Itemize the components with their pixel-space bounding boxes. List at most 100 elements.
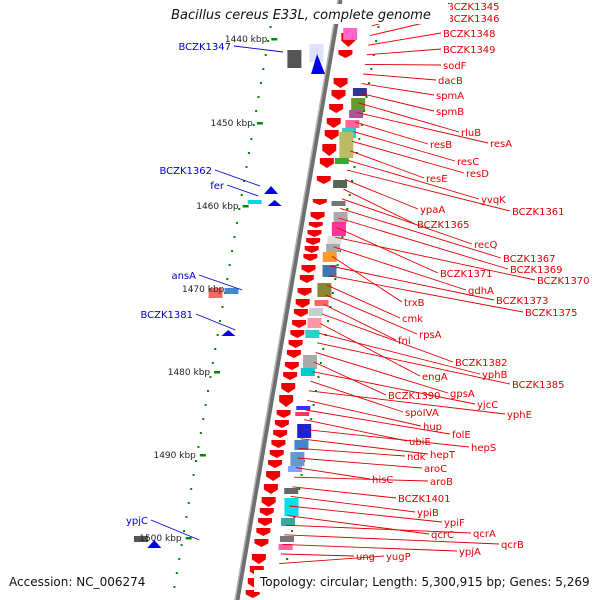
reverse-gene-arrow (304, 246, 319, 253)
reverse-gene-arrow (295, 299, 310, 308)
minor-tick (216, 334, 219, 336)
minor-tick (175, 572, 178, 574)
gene-label: BCZK1349 (443, 45, 496, 56)
reverse-gene-arrow (324, 130, 339, 140)
leader-line (302, 428, 470, 448)
gene-label: qcrC (431, 530, 454, 541)
gene-label: fni (398, 336, 411, 347)
feature-block (281, 518, 296, 526)
reverse-gene-arrow (290, 330, 305, 338)
genome-backbone (234, 0, 343, 600)
leader-line (364, 63, 442, 66)
gene-label: BCZK1346 (447, 14, 500, 25)
scale-ticks (173, 12, 382, 588)
reverse-gene-arrow (338, 50, 353, 58)
leader-line (279, 555, 385, 565)
minor-tick (204, 404, 207, 406)
leader-line (366, 48, 442, 56)
reverse-gene-arrow (288, 340, 303, 348)
reverse-gene-arrow (301, 265, 316, 273)
gene-label: fer (210, 181, 225, 192)
minor-tick (219, 320, 222, 322)
feature-block (305, 330, 320, 338)
feature-block (333, 180, 348, 188)
leader-line (353, 131, 456, 162)
feature-block (351, 98, 366, 110)
reverse-gene-arrow (273, 430, 288, 438)
gene-label: recQ (474, 240, 498, 251)
leader-line (150, 519, 200, 541)
leader-line (321, 313, 454, 363)
label-leader-lines (150, 5, 536, 565)
gene-label: ypaA (420, 205, 445, 216)
gene-label: BCZK1347 (178, 42, 231, 53)
leader-line (303, 419, 408, 442)
kbp-label: 1500 kbp (139, 534, 182, 544)
gene-label: BCZK1373 (496, 296, 549, 307)
minor-tick (315, 390, 318, 392)
leader-line (284, 534, 500, 545)
kbp-label: 1460 kbp (196, 202, 239, 212)
feature-block (309, 308, 324, 316)
gene-label: trxB (404, 298, 425, 309)
leader-line (287, 515, 430, 535)
minor-tick (336, 264, 339, 266)
gene-label: BCZK1385 (512, 380, 565, 391)
feature-block (307, 318, 322, 328)
forward-gene-arrow (267, 200, 282, 206)
reverse-gene-arrow (322, 144, 337, 156)
reverse-gene-arrow (293, 309, 308, 317)
reverse-gene-arrow (268, 460, 283, 468)
feature-block (279, 536, 294, 542)
leader-line (300, 438, 429, 455)
minor-tick (180, 544, 183, 546)
gene-label: BCZK1369 (510, 265, 563, 276)
leader-line (340, 207, 502, 259)
leader-line (348, 159, 480, 200)
gene-label: resE (426, 174, 448, 185)
major-tick (256, 122, 263, 125)
gene-label: hisC (372, 475, 393, 486)
minor-tick (310, 418, 313, 420)
leader-line (356, 111, 489, 144)
gene-label: hepS (471, 443, 496, 454)
reverse-gene-arrow (283, 372, 298, 380)
leader-line (361, 83, 435, 96)
gene-label: resC (457, 157, 479, 168)
minor-tick (233, 236, 236, 238)
leader-line (307, 399, 422, 427)
gene-label: dacB (438, 76, 463, 87)
leader-line (328, 275, 524, 313)
leader-line (312, 371, 476, 405)
map-title: Bacillus cereus E33L, complete genome (171, 8, 431, 23)
gene-label: resB (430, 140, 452, 151)
gene-label: qcrB (501, 540, 524, 551)
feature-block (247, 200, 262, 204)
forward-gene-arrow (147, 540, 162, 548)
reverse-gene-arrow (258, 518, 273, 526)
leader-line (335, 236, 536, 281)
gene-label: BCZK1370 (537, 276, 590, 287)
gene-labels: 1440 kbp 1450 kbp 1460 kbp 1470 kbp 1480 kbp… (126, 2, 590, 563)
minor-tick (238, 208, 241, 210)
reverse-gene-arrow (292, 320, 307, 328)
reverse-gene-arrow (310, 212, 325, 220)
gene-label: ypjC (126, 516, 148, 527)
leader-line (338, 217, 509, 270)
minor-tick (235, 222, 238, 224)
feature-block (345, 120, 360, 128)
reverse-gene-arrow (274, 420, 289, 428)
minor-tick (187, 502, 190, 504)
minor-tick (243, 180, 246, 182)
minor-tick (226, 278, 229, 280)
feature-block (317, 283, 332, 297)
feature-block (296, 406, 311, 410)
feature-block (224, 288, 239, 294)
minor-tick (207, 390, 210, 392)
kbp-label: 1480 kbp (168, 368, 211, 378)
leader-line (330, 265, 495, 301)
feature-block (339, 132, 354, 158)
reverse-gene-arrow (333, 78, 348, 88)
minor-tick (245, 166, 248, 168)
gene-label: ansA (171, 271, 196, 282)
